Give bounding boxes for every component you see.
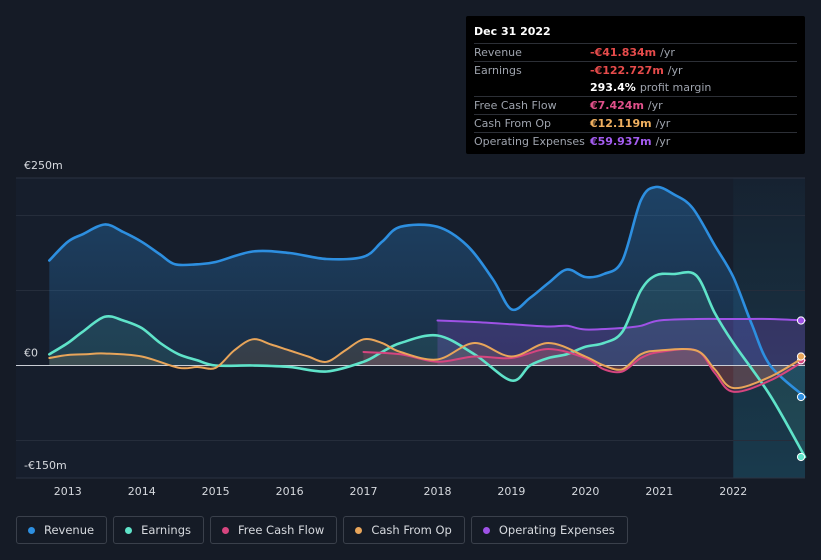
revenue-area	[49, 186, 806, 397]
x-axis-tick-label: 2014	[128, 485, 156, 498]
x-axis-tick-label: 2013	[54, 485, 82, 498]
revenue-end-point	[796, 392, 806, 402]
legend-dot-icon	[482, 526, 490, 534]
earnings-end-point	[796, 452, 806, 462]
earnings-revenue-chart: €250m €0 -€150m 2013 2014 2015 2016 2017 2018 201…	[16, 159, 807, 498]
tooltip-label	[474, 79, 590, 96]
legend-label: Revenue	[44, 523, 95, 537]
tooltip-row-profit-margin: 293.4% profit margin	[474, 79, 797, 97]
x-axis-tick-label: 2016	[276, 485, 304, 498]
operating-expenses-end-point	[796, 316, 806, 325]
tooltip-unit: /yr	[660, 46, 675, 59]
free-cash-flow-line	[362, 348, 806, 393]
earnings-area	[49, 272, 806, 457]
legend-label: Earnings	[141, 523, 191, 537]
tooltip-label: Revenue	[474, 46, 522, 59]
x-axis-tick-label: 2022	[719, 485, 747, 498]
x-axis-tick-label: 2017	[350, 485, 378, 498]
tooltip-row-earnings: Earnings -€122.727m /yr	[474, 62, 797, 79]
tooltip-value: 293.4%	[590, 81, 636, 94]
tooltip-unit: /yr	[655, 135, 671, 148]
legend-label: Operating Expenses	[498, 523, 615, 537]
legend-dot-icon	[125, 526, 133, 534]
tooltip-row-operating-expenses: Operating Expenses €59.937m /yr	[474, 133, 797, 150]
tooltip-row-revenue: Revenue -€41.834m /yr	[474, 44, 797, 62]
cash-from-op-end-point	[796, 352, 806, 361]
x-axis-tick-label: 2015	[202, 485, 230, 498]
tooltip-unit: /yr	[647, 99, 663, 112]
tooltip-unit: /yr	[655, 117, 671, 130]
free-cash-flow-area	[363, 349, 805, 392]
legend-item-earnings[interactable]: Earnings	[113, 516, 204, 544]
earnings-line	[48, 270, 807, 459]
operating-expenses-line	[436, 317, 806, 331]
tooltip-label: Earnings	[474, 64, 522, 77]
y-axis-label: €250m	[24, 159, 63, 172]
cash-from-op-line	[48, 337, 806, 390]
legend-dot-icon	[355, 526, 363, 534]
tooltip-unit: profit margin	[639, 81, 712, 94]
y-axis-label: €0	[24, 347, 38, 360]
legend-item-operating-expenses[interactable]: Operating Expenses	[470, 516, 628, 544]
x-axis-tick-label: 2018	[423, 485, 451, 498]
legend-item-free-cash-flow[interactable]: Free Cash Flow	[210, 516, 338, 544]
legend-label: Cash From Op	[371, 523, 452, 537]
tooltip-value: €59.937m	[590, 135, 652, 148]
x-axis-tick-label: 2020	[571, 485, 599, 498]
legend-dot-icon	[222, 526, 229, 534]
tooltip-unit: /yr	[667, 64, 683, 77]
legend-label: Free Cash Flow	[238, 523, 325, 537]
x-axis-tick-label: 2019	[497, 485, 525, 498]
x-axis-tick-label: 2021	[645, 485, 673, 498]
tooltip-row-free-cash-flow: Free Cash Flow €7.424m /yr	[474, 97, 797, 115]
tooltip-date: Dec 31 2022	[474, 24, 797, 44]
legend-dot-icon	[28, 526, 35, 534]
tooltip-value: -€41.834m	[590, 46, 657, 59]
tooltip-label: Operating Expenses	[474, 135, 585, 148]
revenue-line	[48, 185, 807, 399]
tooltip-label: Cash From Op	[474, 117, 552, 130]
tooltip-label: Free Cash Flow	[474, 99, 557, 112]
tooltip-row-cash-from-op: Cash From Op €12.119m /yr	[474, 115, 797, 133]
tooltip-value: -€122.727m	[590, 64, 664, 77]
y-axis-label: -€150m	[24, 459, 67, 472]
chart-legend: Revenue Earnings Free Cash Flow Cash Fro…	[16, 516, 634, 544]
legend-item-revenue[interactable]: Revenue	[16, 516, 108, 544]
tooltip-value: €7.424m	[590, 99, 644, 112]
legend-item-cash-from-op[interactable]: Cash From Op	[343, 516, 465, 544]
tooltip-panel: Dec 31 2022 Revenue -€41.834m /yr Earnin…	[466, 16, 805, 154]
tooltip-value: €12.119m	[590, 117, 652, 130]
cash-from-op-area	[49, 338, 806, 389]
